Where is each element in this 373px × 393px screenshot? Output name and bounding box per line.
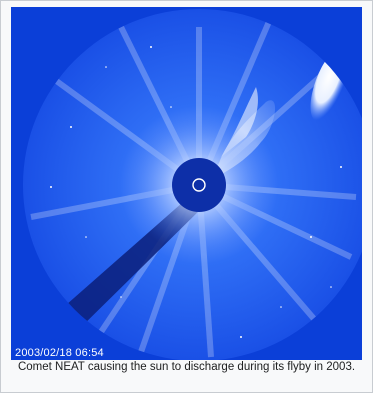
- image-caption: Comet NEAT causing the sun to discharge …: [17, 361, 356, 373]
- coronagraph-image[interactable]: 2003/02/18 06:54: [11, 7, 362, 360]
- ejecta-filament: [221, 87, 258, 157]
- sun-outline-icon: [192, 178, 206, 192]
- stars: [50, 46, 342, 338]
- image-timestamp: 2003/02/18 06:54: [15, 347, 104, 359]
- occulting-disk: [172, 158, 226, 212]
- coronagraph-svg: [11, 7, 362, 360]
